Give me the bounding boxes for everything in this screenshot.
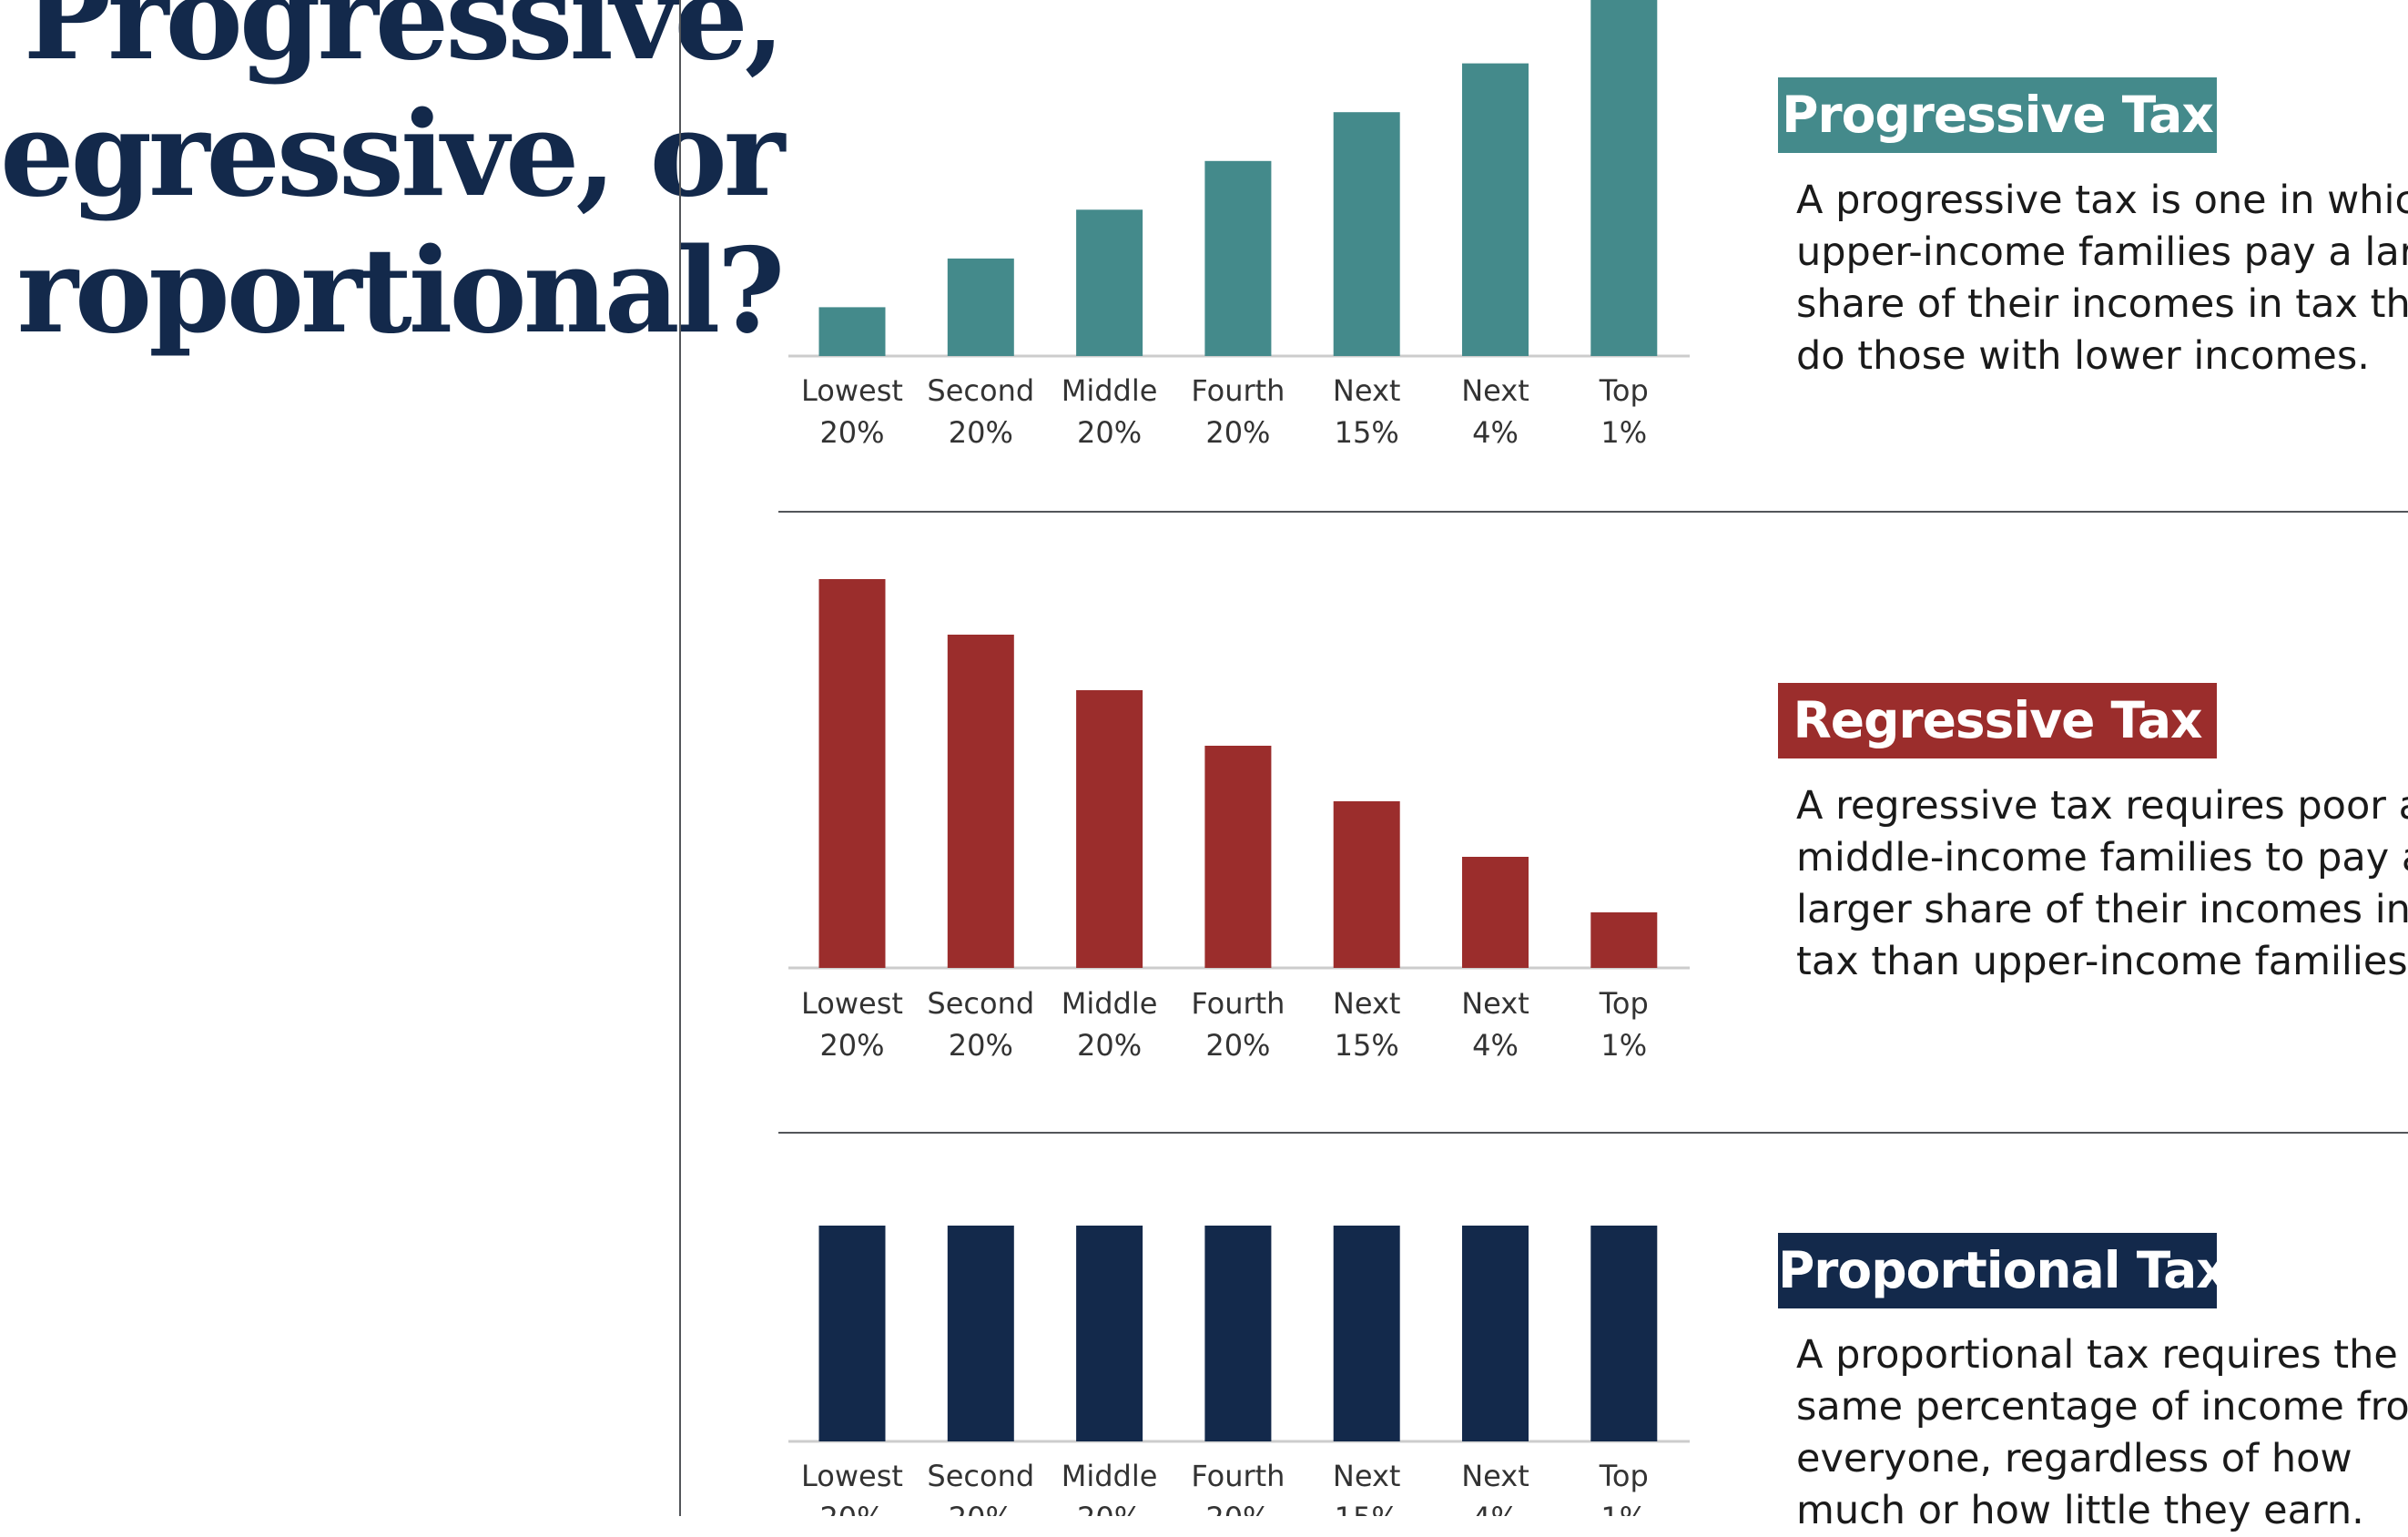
x-tick-label: 20% — [949, 1501, 1013, 1516]
bar — [1204, 1226, 1272, 1441]
bar — [947, 1226, 1014, 1441]
progressive-tax-label: Progressive Tax — [1778, 77, 2217, 153]
x-tick-label: 20% — [949, 415, 1013, 450]
x-tick-label: 20% — [1077, 1028, 1142, 1063]
bar — [1076, 209, 1143, 356]
bar — [1333, 1226, 1400, 1441]
bar — [947, 258, 1014, 356]
description-line: A progressive tax is one in whic — [1796, 178, 2408, 223]
x-tick-label: Middle — [1062, 373, 1158, 408]
x-tick-label: Fourth — [1191, 1459, 1285, 1493]
x-tick-label: 20% — [1077, 415, 1142, 450]
x-tick-label: Next — [1333, 1459, 1401, 1493]
bar — [1204, 160, 1272, 356]
x-tick-label: 20% — [819, 415, 884, 450]
x-tick-label: Middle — [1062, 986, 1158, 1021]
description-line: do those with lower incomes. — [1796, 333, 2370, 379]
proportional-tax-description: A proportional tax requires the same per… — [1796, 1329, 2408, 1537]
x-tick-label: Second — [927, 986, 1034, 1021]
x-tick-label: Fourth — [1191, 373, 1285, 408]
x-tick-label: Next — [1461, 1459, 1529, 1493]
bar — [1333, 112, 1400, 356]
bar — [1462, 63, 1529, 356]
bar — [1462, 857, 1529, 968]
x-tick-label: 15% — [1335, 1028, 1399, 1063]
x-tick-label: Second — [927, 373, 1034, 408]
x-tick-label: 20% — [819, 1501, 884, 1516]
description-line: A regressive tax requires poor a — [1796, 783, 2408, 829]
bar — [1462, 1226, 1529, 1441]
description-line: upper-income families pay a lar — [1796, 229, 2408, 275]
x-tick-label: 4% — [1472, 1028, 1519, 1063]
x-tick-label: 20% — [949, 1028, 1013, 1063]
description-line: same percentage of income fro — [1796, 1384, 2408, 1430]
x-tick-label: Fourth — [1191, 986, 1285, 1021]
bar — [818, 307, 886, 356]
regressive-tax-label: Regressive Tax — [1778, 683, 2217, 758]
x-tick-label: Second — [927, 1459, 1034, 1493]
vertical-divider — [679, 0, 681, 1516]
bar — [947, 635, 1014, 968]
x-tick-label: 20% — [1205, 1028, 1270, 1063]
x-tick-label: Next — [1461, 373, 1529, 408]
bar — [1590, 0, 1658, 356]
x-tick-label: Top — [1599, 1459, 1649, 1493]
title-line: egressive, or — [0, 87, 785, 223]
bar — [818, 1226, 886, 1441]
x-tick-label: 15% — [1335, 415, 1399, 450]
page-title: Progressive, egressive, or roportional? — [0, 0, 786, 360]
bar — [818, 579, 886, 968]
x-tick-label: Lowest — [801, 373, 903, 408]
x-tick-label: 1% — [1600, 1501, 1647, 1516]
description-line: share of their incomes in tax tha — [1796, 281, 2408, 327]
x-tick-label: 4% — [1472, 1501, 1519, 1516]
proportional-tax-label: Proportional Tax — [1778, 1233, 2229, 1308]
x-tick-label: 20% — [1205, 1501, 1270, 1516]
description-line: much or how little they earn. — [1796, 1488, 2364, 1533]
description-line: larger share of their incomes in — [1796, 887, 2408, 932]
x-tick-label: 1% — [1600, 415, 1647, 450]
description-line: everyone, regardless of how — [1796, 1436, 2352, 1481]
x-tick-label: Top — [1599, 373, 1649, 408]
progressive-tax-description: A progressive tax is one in whic upper-i… — [1796, 175, 2408, 382]
bar — [1333, 801, 1400, 968]
x-tick-label: 1% — [1600, 1028, 1647, 1063]
description-line: middle-income families to pay a — [1796, 835, 2408, 880]
panel-separator — [778, 1132, 2408, 1134]
x-tick-label: Next — [1333, 373, 1401, 408]
x-tick-label: 15% — [1335, 1501, 1399, 1516]
bar — [1590, 912, 1658, 968]
x-tick-label: Top — [1599, 986, 1649, 1021]
description-line: A proportional tax requires the — [1796, 1332, 2398, 1378]
description-line: tax than upper-income families. — [1796, 939, 2408, 984]
title-line: Progressive, — [23, 0, 786, 87]
x-tick-label: Next — [1461, 986, 1529, 1021]
x-tick-label: 20% — [1077, 1501, 1142, 1516]
x-tick-label: 4% — [1472, 415, 1519, 450]
x-tick-label: Lowest — [801, 1459, 903, 1493]
x-tick-label: Next — [1333, 986, 1401, 1021]
bar — [1204, 746, 1272, 968]
x-tick-label: Middle — [1062, 1459, 1158, 1493]
bar — [1590, 1226, 1658, 1441]
x-tick-label: Lowest — [801, 986, 903, 1021]
title-line: roportional? — [16, 223, 785, 360]
regressive-tax-description: A regressive tax requires poor a middle-… — [1796, 780, 2408, 988]
bar — [1076, 1226, 1143, 1441]
x-tick-label: 20% — [819, 1028, 884, 1063]
x-tick-label: 20% — [1205, 415, 1270, 450]
bar — [1076, 690, 1143, 968]
panel-separator — [778, 511, 2408, 513]
